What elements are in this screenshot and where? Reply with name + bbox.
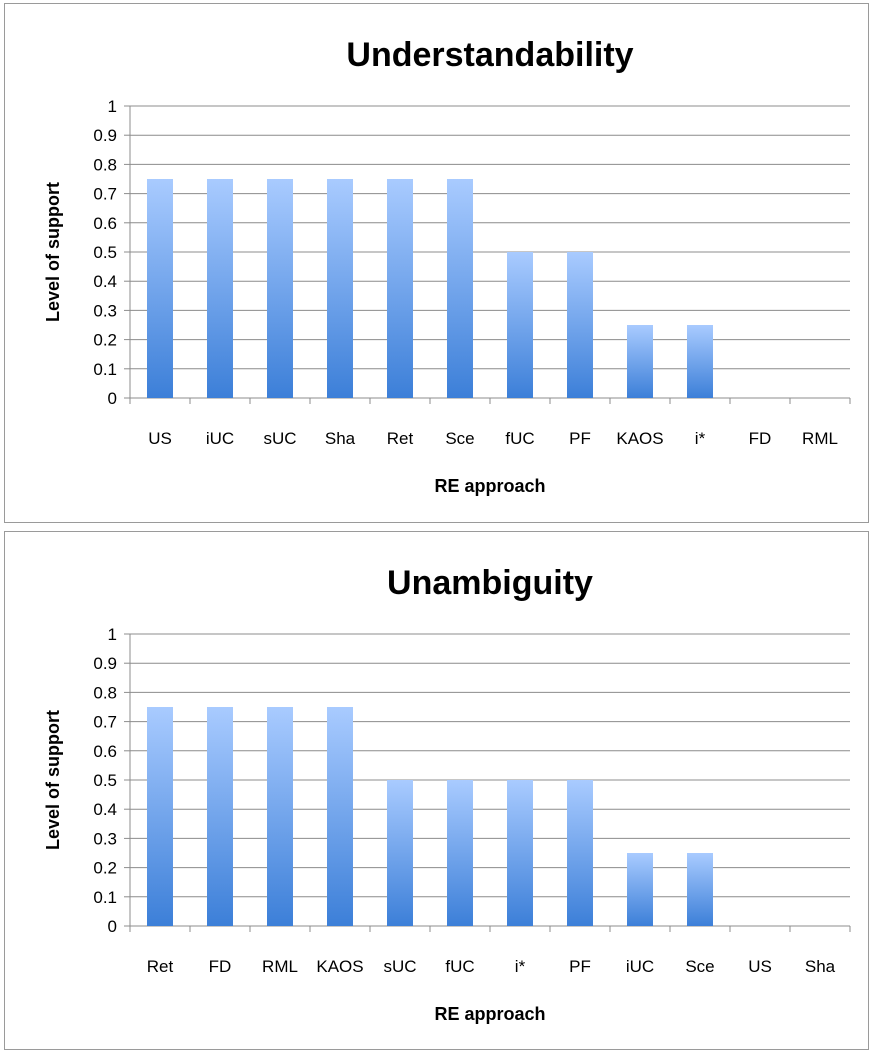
y-tick-label: 0 [108, 389, 117, 408]
bar-US [147, 179, 173, 398]
chart-panel-understandability: Understandability Level of support RE ap… [4, 3, 869, 523]
chart-unambiguity: Unambiguity Level of support RE approach… [43, 564, 851, 1024]
x-tick-label: FD [749, 429, 772, 448]
bar-Ret [387, 179, 413, 398]
x-tick-label: FD [209, 957, 232, 976]
y-tick-label: 0.5 [93, 771, 117, 790]
y-tick-label: 0.9 [93, 654, 117, 673]
y-tick-label: 0.6 [93, 214, 117, 233]
x-tick-label: Ret [387, 429, 414, 448]
x-tick-label: KAOS [616, 429, 663, 448]
x-tick-label: sUC [383, 957, 416, 976]
bar-i* [687, 325, 713, 398]
x-tick-label: PF [569, 957, 591, 976]
x-tick-label: Sha [325, 429, 356, 448]
bar-Sce [687, 853, 713, 926]
bar-FD [207, 707, 233, 926]
bar-sUC [387, 780, 413, 926]
bar-Sce [447, 179, 473, 398]
chart-title: Unambiguity [387, 564, 593, 602]
y-axis-title: Level of support [43, 710, 63, 850]
y-tick-label: 0.3 [93, 829, 117, 848]
bar-i* [507, 780, 533, 926]
x-axis-title: RE approach [434, 1004, 545, 1024]
x-axis-title: RE approach [434, 476, 545, 496]
x-tick-label: RML [262, 957, 298, 976]
x-tick-label: Sce [685, 957, 714, 976]
x-tick-label: RML [802, 429, 838, 448]
bar-PF [567, 252, 593, 398]
bar-KAOS [327, 707, 353, 926]
bar-Ret [147, 707, 173, 926]
bar-PF [567, 780, 593, 926]
y-tick-label: 0.4 [93, 800, 117, 819]
x-tick-label: fUC [505, 429, 534, 448]
chart-understandability: Understandability Level of support RE ap… [43, 36, 851, 496]
bar-fUC [447, 780, 473, 926]
y-tick-label: 0.7 [93, 185, 117, 204]
y-tick-label: 0.7 [93, 713, 117, 732]
x-tick-label: iUC [626, 957, 654, 976]
chart-panel-unambiguity: Unambiguity Level of support RE approach… [4, 531, 869, 1050]
y-tick-label: 0.6 [93, 742, 117, 761]
x-tick-label: KAOS [316, 957, 363, 976]
chart-title: Understandability [346, 36, 633, 74]
x-tick-label: i* [695, 429, 706, 448]
x-tick-label: iUC [206, 429, 234, 448]
x-tick-label: Ret [147, 957, 174, 976]
y-tick-label: 0.1 [93, 888, 117, 907]
y-tick-label: 0.5 [93, 243, 117, 262]
bar-iUC [627, 853, 653, 926]
bar-RML [267, 707, 293, 926]
y-tick-label: 0.8 [93, 683, 117, 702]
x-tick-label: fUC [445, 957, 474, 976]
x-tick-label: i* [515, 957, 526, 976]
y-tick-label: 0.8 [93, 155, 117, 174]
y-tick-label: 0.4 [93, 272, 117, 291]
x-tick-label: US [748, 957, 772, 976]
bar-iUC [207, 179, 233, 398]
y-tick-label: 0.2 [93, 331, 117, 350]
bar-KAOS [627, 325, 653, 398]
x-tick-label: Sce [445, 429, 474, 448]
y-tick-label: 0.9 [93, 126, 117, 145]
y-tick-label: 0.1 [93, 360, 117, 379]
bar-Sha [327, 179, 353, 398]
y-axis-title: Level of support [43, 182, 63, 322]
x-tick-label: US [148, 429, 172, 448]
x-tick-label: PF [569, 429, 591, 448]
x-tick-label: sUC [263, 429, 296, 448]
y-tick-label: 0.2 [93, 859, 117, 878]
y-tick-label: 0.3 [93, 301, 117, 320]
x-tick-label: Sha [805, 957, 836, 976]
y-tick-label: 0 [108, 917, 117, 936]
y-tick-label: 1 [108, 97, 117, 116]
bar-sUC [267, 179, 293, 398]
y-tick-label: 1 [108, 625, 117, 644]
bar-fUC [507, 252, 533, 398]
